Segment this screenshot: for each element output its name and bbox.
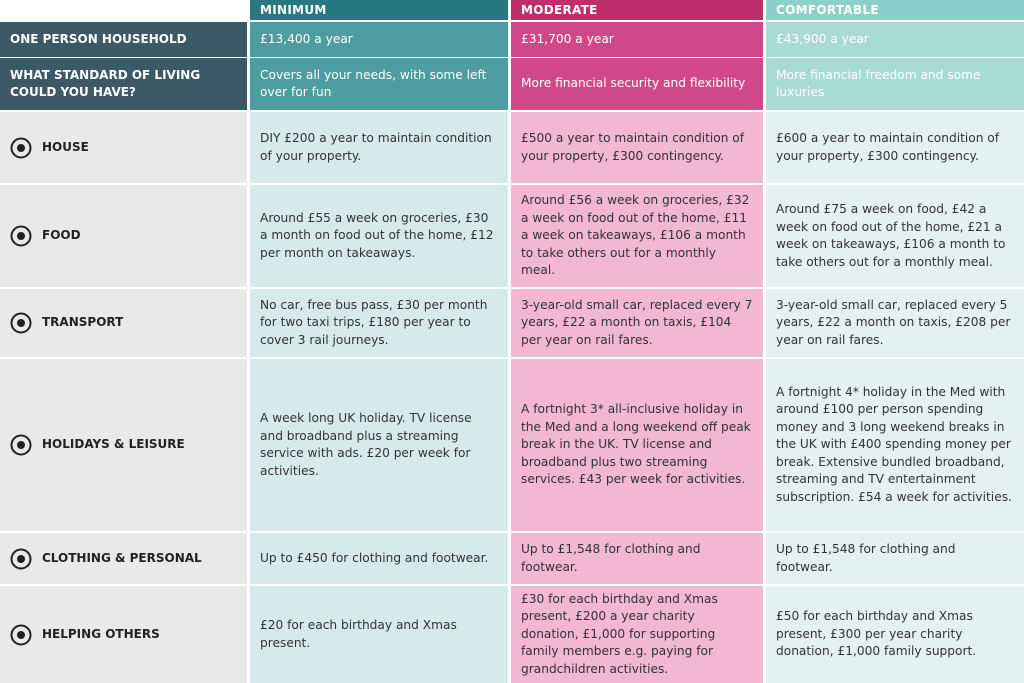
label-text: HOLIDAYS & LEISURE bbox=[42, 437, 185, 452]
cell-text: £30 for each birthday and Xmas present, … bbox=[521, 591, 718, 676]
summary-cell: Covers all your needs, with some left ov… bbox=[250, 58, 508, 110]
cell-text: More financial freedom and some luxuries bbox=[776, 67, 981, 100]
cell-text: Around £56 a week on groceries, £32 a we… bbox=[521, 193, 750, 278]
cell-text: A fortnight 3* all-inclusive holiday in … bbox=[521, 402, 751, 487]
label-text: HELPING OTHERS bbox=[42, 626, 160, 641]
cell-text: £13,400 a year bbox=[260, 31, 353, 46]
cell-text: Up to £1,548 for clothing and footwear. bbox=[521, 542, 701, 574]
row-icon bbox=[10, 137, 32, 158]
cell-text: DIY £200 a year to maintain condition of… bbox=[260, 131, 492, 163]
cell-text: WHAT STANDARD OF LIVING COULD YOU HAVE? bbox=[10, 67, 201, 100]
column-header: MODERATE bbox=[511, 0, 763, 20]
cell-text: £500 a year to maintain condition of you… bbox=[521, 131, 745, 163]
summary-cell: More financial security and flexibility bbox=[511, 58, 763, 110]
body-cell: £30 for each birthday and Xmas present, … bbox=[511, 586, 763, 683]
column-header: COMFORTABLE bbox=[766, 0, 1024, 20]
row-icon bbox=[10, 312, 32, 334]
row-label: HOUSE bbox=[0, 112, 247, 183]
row-icon bbox=[10, 624, 32, 645]
body-cell: A week long UK holiday. TV license and b… bbox=[250, 359, 508, 531]
row-icon bbox=[10, 434, 32, 456]
cell-text: Up to £1,548 for clothing and footwear. bbox=[776, 542, 956, 574]
label-text: TRANSPORT bbox=[42, 315, 124, 330]
cell-text: Up to £450 for clothing and footwear. bbox=[260, 550, 489, 565]
body-cell: £20 for each birthday and Xmas present. bbox=[250, 586, 508, 683]
row-icon bbox=[10, 548, 32, 569]
body-cell: 3-year-old small car, replaced every 7 y… bbox=[511, 289, 763, 357]
cell-text: A week long UK holiday. TV license and b… bbox=[260, 411, 472, 478]
row-label: ONE PERSON HOUSEHOLD bbox=[0, 22, 247, 57]
body-cell: DIY £200 a year to maintain condition of… bbox=[250, 112, 508, 183]
row-label: HOLIDAYS & LEISURE bbox=[0, 359, 247, 531]
summary-cell: More financial freedom and some luxuries bbox=[766, 58, 1024, 110]
column-header: MINIMUM bbox=[250, 0, 508, 20]
cell-text: More financial security and flexibility bbox=[521, 76, 746, 91]
row-label: HELPING OTHERS bbox=[0, 586, 247, 683]
cell-text: Covers all your needs, with some left ov… bbox=[260, 67, 487, 100]
cell-text: MODERATE bbox=[521, 3, 598, 17]
cell-text: A fortnight 4* holiday in the Med with a… bbox=[776, 384, 1012, 504]
body-cell: £50 for each birthday and Xmas present, … bbox=[766, 586, 1024, 683]
cell-text: £43,900 a year bbox=[776, 31, 869, 46]
row-label: CLOTHING & PERSONAL bbox=[0, 533, 247, 584]
cell-text: 3-year-old small car, replaced every 5 y… bbox=[776, 297, 1011, 347]
body-cell: Up to £1,548 for clothing and footwear. bbox=[766, 533, 1024, 584]
cell-text: £20 for each birthday and Xmas present. bbox=[260, 618, 457, 650]
cell-text: Around £75 a week on food, £42 a week on… bbox=[776, 202, 1006, 269]
body-cell: Up to £1,548 for clothing and footwear. bbox=[511, 533, 763, 584]
label-text: FOOD bbox=[42, 228, 81, 243]
row-icon bbox=[10, 225, 32, 247]
summary-cell: £13,400 a year bbox=[250, 22, 508, 57]
summary-cell: £31,700 a year bbox=[511, 22, 763, 57]
cell-text: £600 a year to maintain condition of you… bbox=[776, 131, 1000, 163]
label-text: HOUSE bbox=[42, 139, 89, 154]
body-cell: Around £75 a week on food, £42 a week on… bbox=[766, 185, 1024, 287]
body-cell: A fortnight 4* holiday in the Med with a… bbox=[766, 359, 1024, 531]
body-cell: A fortnight 3* all-inclusive holiday in … bbox=[511, 359, 763, 531]
cell-text: No car, free bus pass, £30 per month for… bbox=[260, 297, 488, 347]
cell-text: £50 for each birthday and Xmas present, … bbox=[776, 609, 977, 659]
body-cell: £600 a year to maintain condition of you… bbox=[766, 112, 1024, 183]
cell-text: MINIMUM bbox=[260, 3, 327, 17]
row-label: TRANSPORT bbox=[0, 289, 247, 357]
body-cell: No car, free bus pass, £30 per month for… bbox=[250, 289, 508, 357]
summary-cell: £43,900 a year bbox=[766, 22, 1024, 57]
body-cell: 3-year-old small car, replaced every 5 y… bbox=[766, 289, 1024, 357]
cell-text: Around £55 a week on groceries, £30 a mo… bbox=[260, 210, 494, 260]
body-cell: Around £56 a week on groceries, £32 a we… bbox=[511, 185, 763, 287]
cell-text: 3-year-old small car, replaced every 7 y… bbox=[521, 297, 753, 347]
cell-text: £31,700 a year bbox=[521, 31, 614, 46]
body-cell: Up to £450 for clothing and footwear. bbox=[250, 533, 508, 584]
body-cell: £500 a year to maintain condition of you… bbox=[511, 112, 763, 183]
cell-text: COMFORTABLE bbox=[776, 3, 879, 17]
body-cell: Around £55 a week on groceries, £30 a mo… bbox=[250, 185, 508, 287]
row-label: WHAT STANDARD OF LIVING COULD YOU HAVE? bbox=[0, 58, 247, 110]
cell-text: ONE PERSON HOUSEHOLD bbox=[10, 31, 187, 46]
label-text: CLOTHING & PERSONAL bbox=[42, 550, 202, 565]
row-label: FOOD bbox=[0, 185, 247, 287]
